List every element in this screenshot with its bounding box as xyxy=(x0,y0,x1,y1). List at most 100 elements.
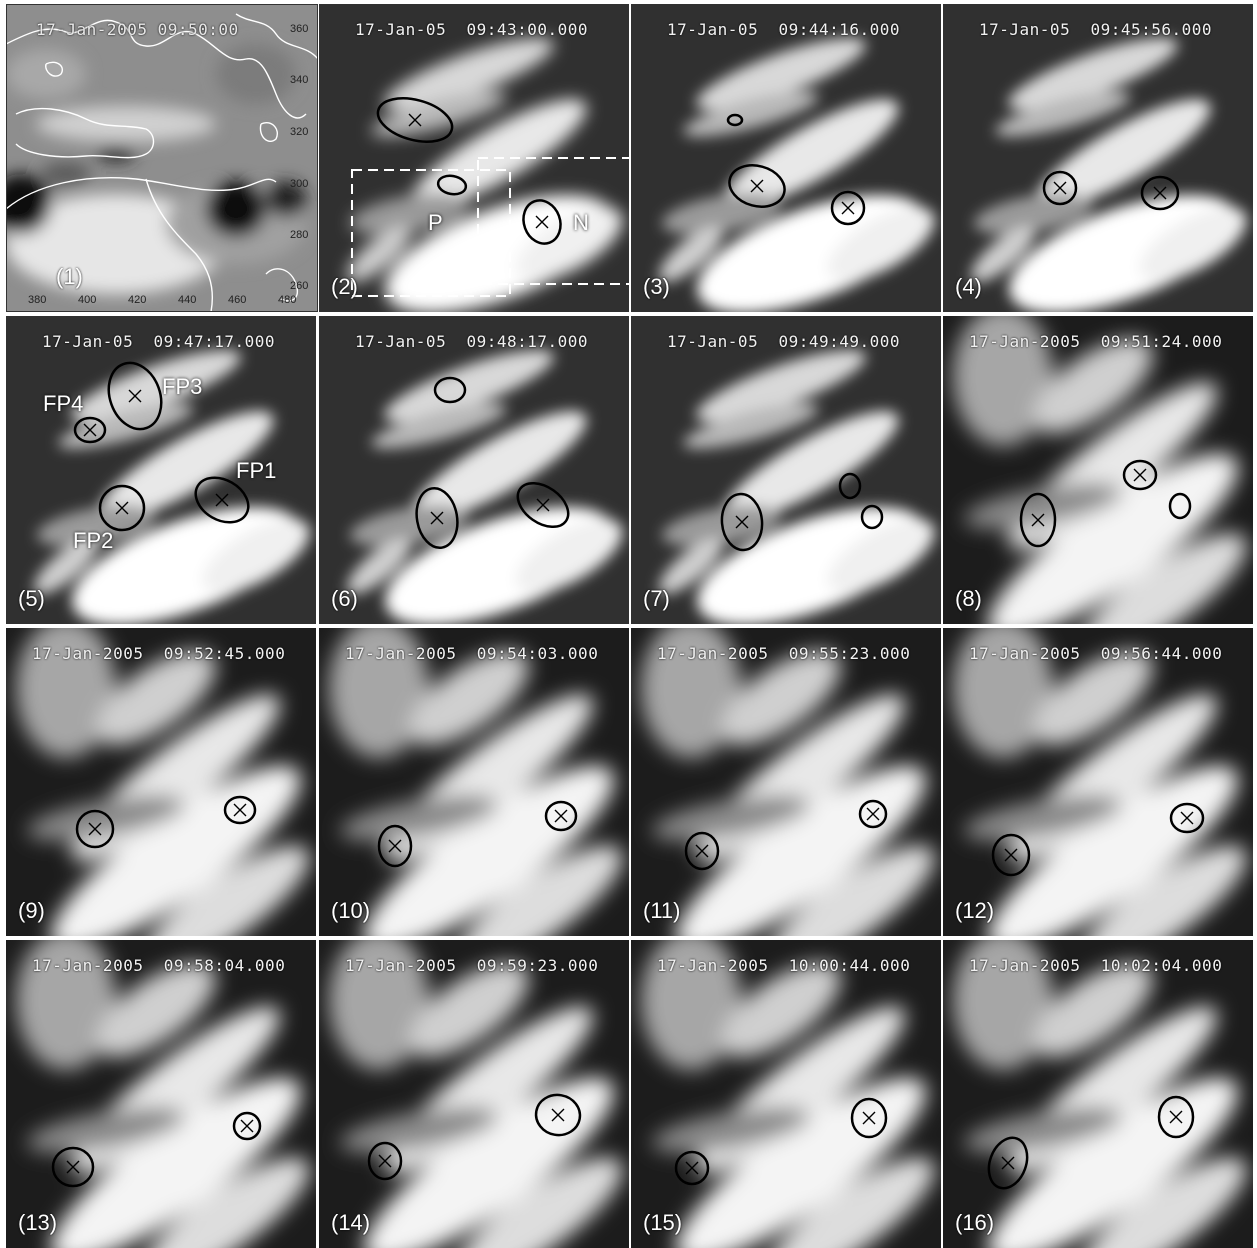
centroid-cross-icon xyxy=(378,1154,392,1168)
panel-number: (15) xyxy=(643,1210,683,1235)
contour xyxy=(728,164,786,208)
centroid-cross-icon xyxy=(1133,468,1147,482)
contour xyxy=(726,113,744,127)
contour xyxy=(720,492,764,552)
centroid-cross-icon xyxy=(536,498,550,512)
panel-timestamp: 17-Jan-2005 09:56:44.000 xyxy=(969,644,1223,663)
y-tick-label: 360 xyxy=(290,23,309,35)
y-tick-label: 300 xyxy=(290,178,309,190)
contour xyxy=(73,416,107,444)
centroid-cross-icon xyxy=(66,1160,80,1174)
centroid-cross-icon xyxy=(240,1119,254,1133)
contour xyxy=(830,190,866,226)
centroid-cross-icon xyxy=(128,389,142,403)
contour xyxy=(98,484,146,532)
image-panel: 17-Jan-2005 10:02:04.000 (16) xyxy=(943,940,1253,1248)
contour xyxy=(232,1111,262,1141)
image-panel: 17-Jan-2005 10:00:44.000 (15) xyxy=(631,940,941,1248)
centroid-cross-icon xyxy=(866,807,880,821)
contour xyxy=(850,1097,888,1139)
centroid-cross-icon xyxy=(83,423,97,437)
image-panel: 17-Jan-05 09:43:00.000 (2) xyxy=(319,4,629,312)
contour xyxy=(991,833,1031,877)
contour xyxy=(838,472,862,500)
panel-number: (14) xyxy=(331,1210,371,1235)
panel-timestamp: 17-Jan-2005 09:52:45.000 xyxy=(32,644,286,663)
region-label-n: N xyxy=(573,210,589,235)
footpoint-label-fp3: FP3 xyxy=(162,374,203,399)
centroid-cross-icon xyxy=(388,839,402,853)
centroid-cross-icon xyxy=(88,822,102,836)
contour xyxy=(858,799,888,829)
image-panel: 17-Jan-2005 09:55:23.000 (11) xyxy=(631,628,941,936)
image-panel: 17-Jan-2005 09:51:24.000 (8) xyxy=(943,316,1253,624)
contour xyxy=(1168,492,1192,520)
image-panel: 17-Jan-05 09:48:17.000 (6) xyxy=(319,316,629,624)
centroid-cross-icon xyxy=(1169,1110,1183,1124)
panel-timestamp: 17-Jan-2005 09:51:24.000 xyxy=(969,332,1223,351)
panel-image xyxy=(319,4,629,312)
dashed-region-box xyxy=(477,157,629,285)
panel-number: (9) xyxy=(18,898,45,923)
panel-number: (5) xyxy=(18,586,45,611)
centroid-cross-icon xyxy=(841,201,855,215)
panel-timestamp: 17-Jan-2005 10:00:44.000 xyxy=(657,956,911,975)
centroid-cross-icon xyxy=(1031,513,1045,527)
panel-number: (4) xyxy=(955,274,982,299)
panel-image xyxy=(319,940,629,1248)
y-tick-label: 320 xyxy=(290,126,309,138)
x-tick-label: 400 xyxy=(78,294,97,306)
contour xyxy=(1140,175,1180,211)
y-tick-label: 280 xyxy=(290,229,309,241)
centroid-cross-icon xyxy=(750,179,764,193)
image-panel: 17-Jan-05 09:47:17.000 (5) xyxy=(6,316,316,624)
contour xyxy=(194,476,250,524)
contour xyxy=(367,1141,403,1181)
contour xyxy=(1019,492,1057,548)
centroid-cross-icon xyxy=(1180,811,1194,825)
panel-image xyxy=(631,628,941,936)
panel-number: (6) xyxy=(331,586,358,611)
footpoint-label-fp1: FP1 xyxy=(236,458,277,483)
centroid-cross-icon xyxy=(1001,1156,1015,1170)
contour xyxy=(51,1146,95,1188)
contour xyxy=(1122,459,1158,491)
panel-timestamp: 17-Jan-05 09:44:16.000 xyxy=(667,20,901,39)
panel-number: (7) xyxy=(643,586,670,611)
panel-timestamp: 17-Jan-05 09:48:17.000 xyxy=(355,332,589,351)
centroid-cross-icon xyxy=(430,511,444,525)
panel-timestamp: 17-Jan-2005 10:02:04.000 xyxy=(969,956,1223,975)
image-panel: 17-Jan-2005 09:56:44.000 (12) xyxy=(943,628,1253,936)
centroid-cross-icon xyxy=(215,493,229,507)
panel-image xyxy=(943,940,1253,1248)
centroid-cross-icon xyxy=(1004,848,1018,862)
region-label-p: P xyxy=(428,210,443,235)
panel-image xyxy=(631,4,941,312)
centroid-cross-icon xyxy=(551,1108,565,1122)
centroid-cross-icon xyxy=(233,803,247,817)
contour xyxy=(1042,170,1078,206)
centroid-cross-icon xyxy=(685,1161,699,1175)
contour xyxy=(415,487,459,549)
panel-image xyxy=(943,4,1253,312)
panel-image xyxy=(943,316,1253,624)
panel-image xyxy=(943,628,1253,936)
image-panel: 17-Jan-05 09:49:49.000 (7) xyxy=(631,316,941,624)
panel-image xyxy=(631,316,941,624)
magnetogram-image xyxy=(6,4,318,312)
panel-number: (1) xyxy=(56,264,83,289)
panel-timestamp: 17-Jan-2005 09:54:03.000 xyxy=(345,644,599,663)
centroid-cross-icon xyxy=(535,215,549,229)
panel-number: (3) xyxy=(643,274,670,299)
panel-image xyxy=(631,940,941,1248)
contour xyxy=(987,1136,1029,1190)
contour xyxy=(1157,1095,1195,1139)
panel-timestamp: 17-Jan-05 09:45:56.000 xyxy=(979,20,1213,39)
contour xyxy=(544,800,578,832)
centroid-cross-icon xyxy=(695,844,709,858)
centroid-cross-icon xyxy=(1153,186,1167,200)
contour xyxy=(516,481,570,529)
image-panel: 17-Jan-05 09:45:56.000 (4) xyxy=(943,4,1253,312)
image-panel: 17-Jan-2005 09:59:23.000 (14) xyxy=(319,940,629,1248)
panel-number: (10) xyxy=(331,898,371,923)
